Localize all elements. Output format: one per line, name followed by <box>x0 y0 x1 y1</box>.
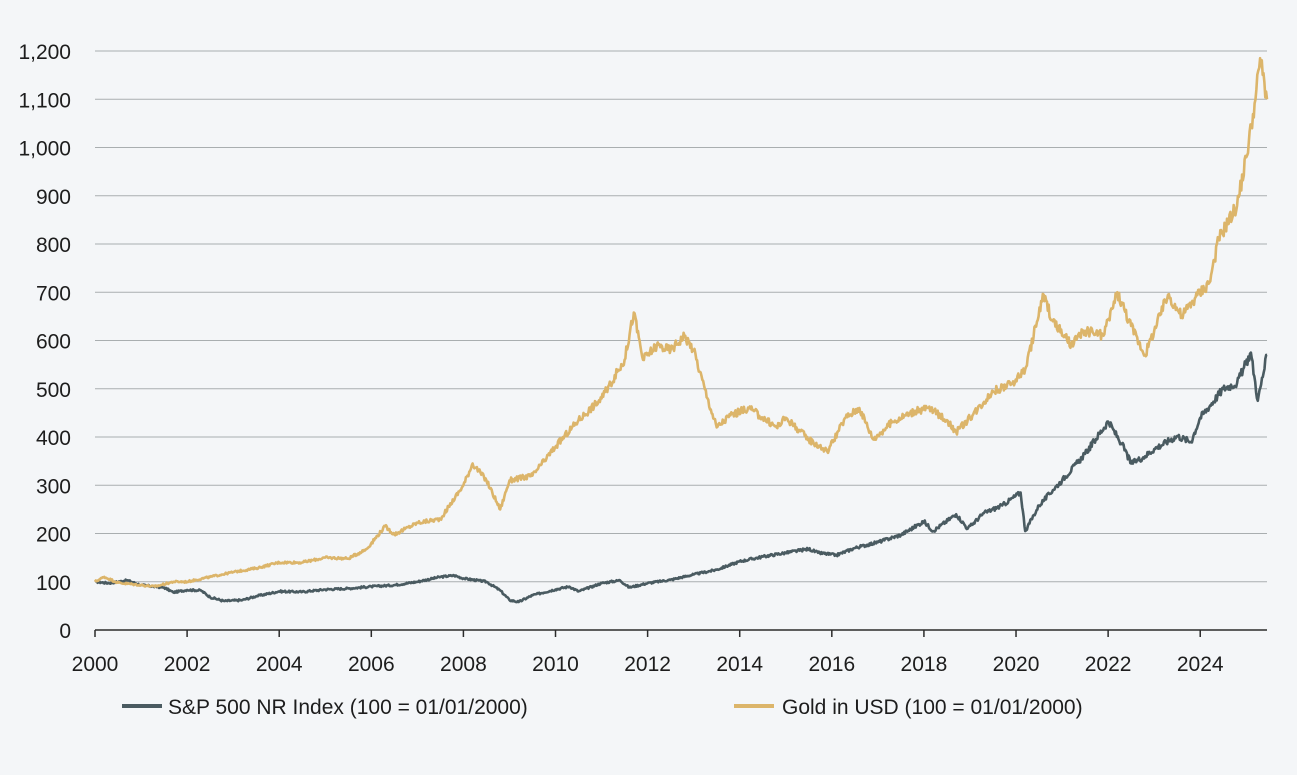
x-tick-label-2022: 2022 <box>1085 653 1132 676</box>
x-tick-label-2002: 2002 <box>164 653 211 676</box>
y-tick-label-700: 700 <box>36 282 71 305</box>
series-line-gold <box>93 56 1269 588</box>
legend-label-gold: Gold in USD (100 = 01/01/2000) <box>782 696 1083 719</box>
series-lines <box>93 56 1269 604</box>
y-tick-label-400: 400 <box>36 427 71 450</box>
series-line-sp500 <box>94 351 1268 604</box>
y-tick-label-200: 200 <box>36 524 71 547</box>
y-tick-label-300: 300 <box>36 475 71 498</box>
y-tick-label-900: 900 <box>36 186 71 209</box>
y-tick-label-0: 0 <box>59 620 71 643</box>
legend-item-gold[interactable]: Gold in USD (100 = 01/01/2000) <box>734 696 1083 719</box>
y-tick-label-1200: 1,200 <box>18 41 71 64</box>
x-axis: 2000 2002 2004 2006 2008 2010 2012 2014 2016 2018… <box>72 629 1267 676</box>
y-axis-tick-labels: 0 100 200 300 400 500 600 700 800 900 1,000 1,100 1,… <box>18 41 71 643</box>
y-tick-label-100: 100 <box>36 572 71 595</box>
x-tick-label-2000: 2000 <box>72 653 119 676</box>
x-tick-label-2004: 2004 <box>256 653 303 676</box>
x-tick-label-2016: 2016 <box>808 653 855 676</box>
x-tick-label-2020: 2020 <box>993 653 1040 676</box>
y-tick-label-800: 800 <box>36 234 71 257</box>
x-tick-label-2012: 2012 <box>624 653 671 676</box>
x-tick-label-2006: 2006 <box>348 653 395 676</box>
x-tick-label-2008: 2008 <box>440 653 487 676</box>
legend: S&P 500 NR Index (100 = 01/01/2000) Gold… <box>122 696 1083 719</box>
y-tick-label-600: 600 <box>36 331 71 354</box>
legend-item-sp500[interactable]: S&P 500 NR Index (100 = 01/01/2000) <box>122 696 528 719</box>
y-tick-label-1000: 1,000 <box>18 138 71 161</box>
x-tick-label-2014: 2014 <box>716 653 763 676</box>
x-tick-label-2024: 2024 <box>1177 653 1224 676</box>
x-tick-label-2018: 2018 <box>901 653 948 676</box>
y-tick-label-500: 500 <box>36 379 71 402</box>
y-tick-label-1100: 1,100 <box>18 89 71 112</box>
x-tick-label-2010: 2010 <box>532 653 579 676</box>
legend-label-sp500: S&P 500 NR Index (100 = 01/01/2000) <box>168 696 528 719</box>
gridlines <box>95 50 1267 583</box>
